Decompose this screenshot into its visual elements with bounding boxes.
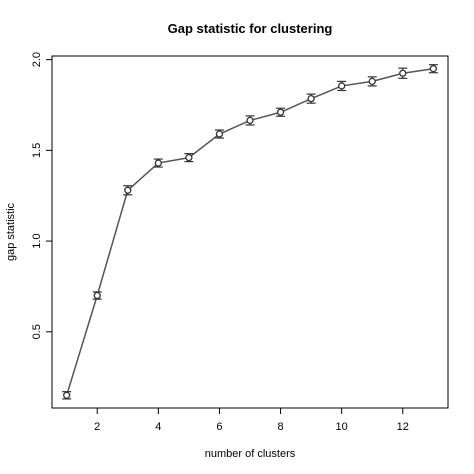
data-point	[276, 108, 285, 116]
data-point	[429, 65, 437, 73]
x-tick-label: 10	[336, 421, 348, 433]
chart-title: Gap statistic for clustering	[168, 21, 333, 36]
data-point	[124, 186, 132, 194]
data-point	[185, 153, 193, 162]
data-point	[246, 116, 254, 125]
y-axis: 0.5 1.0 1.5 2.0	[31, 52, 52, 339]
data-point	[63, 391, 71, 399]
y-tick-label: 1.0	[31, 233, 43, 248]
data-point	[399, 69, 407, 77]
data-point	[368, 77, 376, 86]
y-tick-label: 1.5	[31, 143, 43, 158]
data-point	[154, 159, 162, 167]
x-axis: 2 4 6 8 10 12	[94, 408, 409, 433]
data-point	[338, 82, 346, 90]
plot-area	[62, 64, 438, 400]
x-axis-label: number of clusters	[205, 448, 296, 460]
data-point	[307, 94, 315, 103]
x-tick-label: 4	[155, 421, 161, 433]
data-point	[215, 130, 224, 138]
x-tick-label: 12	[397, 421, 409, 433]
data-point	[93, 291, 101, 300]
y-axis-label: gap statistic	[5, 202, 17, 261]
x-tick-label: 6	[216, 421, 222, 433]
plot-frame	[51, 55, 449, 409]
x-tick-label: 8	[277, 421, 283, 433]
y-tick-label: 0.5	[31, 324, 43, 339]
x-tick-label: 2	[94, 421, 100, 433]
y-tick-label: 2.0	[31, 52, 43, 67]
